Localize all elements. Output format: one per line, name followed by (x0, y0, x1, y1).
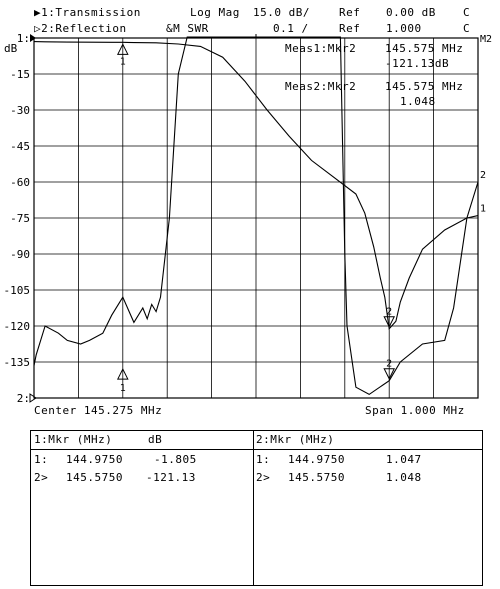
y-tick-label: 1: (17, 32, 30, 45)
trace2-reflection (33, 36, 479, 396)
marker-label: 1 (120, 56, 126, 67)
trace1-end-label: 1 (480, 204, 486, 215)
marker-value: -121.13 (146, 471, 196, 484)
span-label: Span 1.000 MHz (365, 404, 465, 417)
trace1-transmission (33, 41, 479, 330)
marker-table-header-1: 1:Mkr (MHz) dB (31, 431, 253, 450)
meas1-value: -121.13dB (385, 57, 450, 70)
marker-id: 2> (34, 471, 49, 484)
marker-id: 1: (256, 453, 271, 466)
ref-marker-label: M2 (480, 34, 492, 45)
meas1-freq: 145.575 MHz (385, 42, 464, 55)
marker-freq: 145.5750 (288, 471, 345, 484)
y-tick-label: -75 (10, 212, 30, 225)
marker-triangle-icon (383, 316, 396, 328)
trace1-flag: C (463, 6, 471, 19)
trace1-title: ▶1:Transmission (34, 6, 141, 19)
trace2-scale: 0.1 / (273, 22, 309, 35)
marker-table-trace2: 2:Mkr (MHz) 1: 144.9750 1.047 2> 145.575… (253, 431, 482, 585)
plot-labels: 1: -15 -30 -45 -60 -75 -90 -105 -120 -135 2: dB 1 2 M2 (4, 32, 493, 405)
marker-triangle-icon (116, 43, 129, 55)
y-tick-label: 2: (17, 392, 30, 405)
marker-table: 1:Mkr (MHz) dB 1: 144.9750 -1.805 2> 145… (30, 430, 483, 586)
y-tick-label: -105 (4, 284, 31, 297)
marker-freq: 144.9750 (288, 453, 345, 466)
y-tick-label: -135 (4, 356, 31, 369)
y-tick-label: -120 (4, 320, 31, 333)
plot-grid (33, 34, 479, 399)
ref2-arrow-icon (29, 393, 37, 403)
plot-markers: 1 2 1 2 (116, 43, 396, 394)
marker-label: 2 (386, 307, 392, 318)
y-tick-label: -15 (10, 68, 30, 81)
center-freq-label: Center 145.275 MHz (34, 404, 163, 417)
trace2-title: ▷2:Reflection (34, 22, 127, 35)
trace2-flag: C (463, 22, 471, 35)
marker-triangle-icon (383, 368, 396, 380)
y-tick-label: -60 (10, 176, 30, 189)
table-row: 1: 144.9750 -1.805 (34, 453, 196, 518)
y-tick-label: -90 (10, 248, 30, 261)
y-tick-label: -45 (10, 140, 30, 153)
table-row: 1: 144.9750 1.047 (256, 453, 421, 518)
trace1-ref-label: Ref (339, 6, 361, 19)
trace2-ref-label: Ref (339, 22, 361, 35)
marker-label: 1 (120, 383, 126, 394)
trace2-ref-value: 1.000 (386, 22, 422, 35)
trace2-end-label: 2 (480, 170, 486, 181)
marker-value: -1.805 (154, 453, 197, 466)
plot-traces (33, 36, 479, 396)
table-row: 2> 145.5750 -121.13 (34, 471, 195, 536)
ref1-arrow-icon (30, 34, 36, 42)
marker-label: 2 (386, 359, 392, 370)
trace1-scale: 15.0 dB/ (253, 6, 310, 19)
marker-table-trace1: 1:Mkr (MHz) dB 1: 144.9750 -1.805 2> 145… (31, 431, 254, 585)
trace1-format: Log Mag (190, 6, 240, 19)
marker-id: 1: (34, 453, 49, 466)
analyzer-plot: 1 2 1 2 1: -15 -30 -45 -60 -75 -90 -105 -120 -135 2: d… (4, 32, 493, 405)
marker-freq: 145.5750 (66, 471, 123, 484)
marker-value: 1.047 (386, 453, 422, 466)
trace2-format: &M SWR (166, 22, 209, 35)
meas2-value: 1.048 (400, 95, 436, 108)
marker-id: 2> (256, 471, 271, 484)
marker-freq: 144.9750 (66, 453, 123, 466)
marker-value: 1.048 (386, 471, 422, 484)
trace1-ref-value: 0.00 dB (386, 6, 436, 19)
marker-triangle-icon (116, 367, 129, 380)
table-row: 2> 145.5750 1.048 (256, 471, 421, 536)
y-unit-label: dB (4, 42, 18, 55)
meas1-label: Meas1:Mkr2 (285, 42, 357, 55)
marker-table-header-2: 2:Mkr (MHz) (253, 431, 482, 450)
meas2-freq: 145.575 MHz (385, 80, 464, 93)
y-tick-label: -30 (10, 104, 30, 117)
meas2-label: Meas2:Mkr2 (285, 80, 357, 93)
